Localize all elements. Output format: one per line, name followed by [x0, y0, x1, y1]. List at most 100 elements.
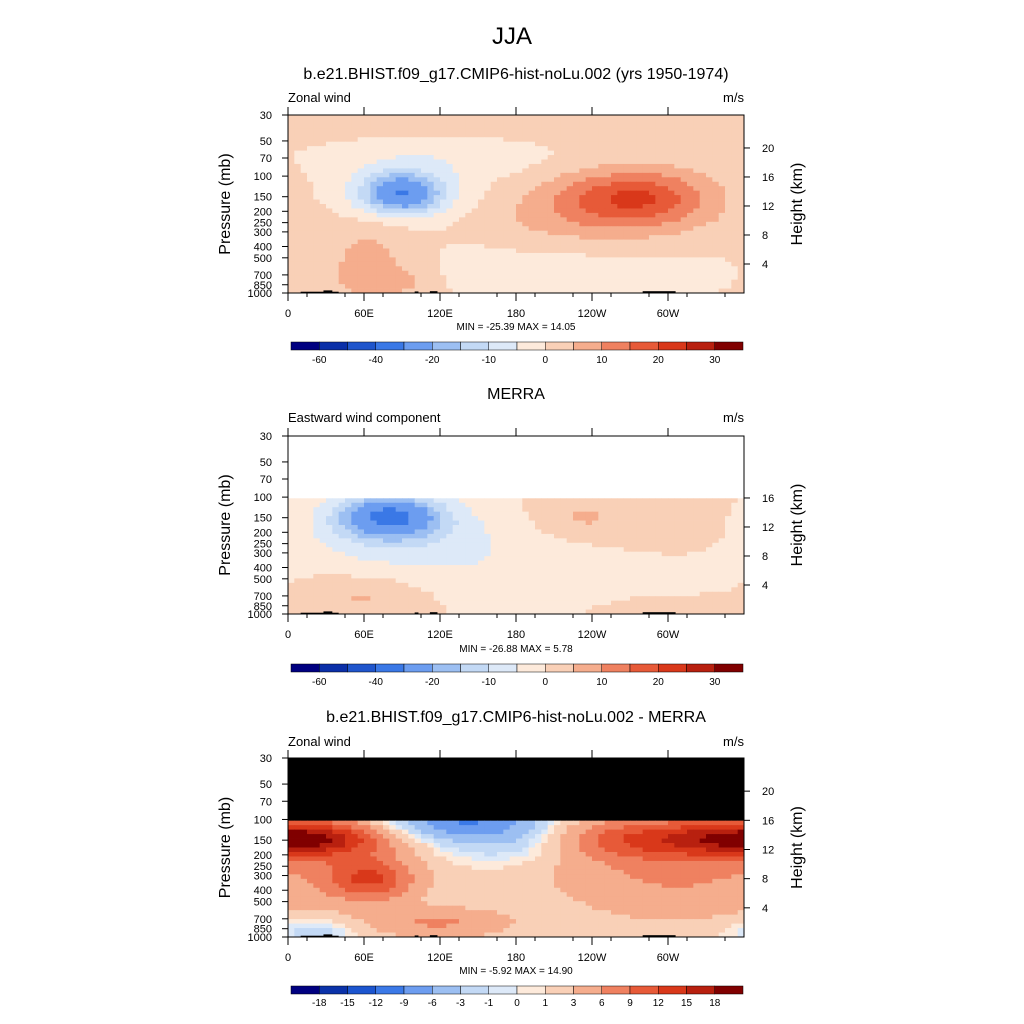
- heat-cell: [389, 163, 397, 169]
- heat-cell: [351, 204, 359, 209]
- heat-cell: [706, 235, 713, 240]
- heat-cell: [522, 458, 530, 464]
- heat-cell: [414, 533, 422, 539]
- heat-cell: [687, 115, 694, 120]
- heat-cell: [655, 529, 663, 535]
- heat-cell: [699, 190, 707, 196]
- heat-cell: [674, 150, 682, 156]
- heat-cell: [541, 270, 549, 276]
- heat-cell: [503, 436, 511, 441]
- heat-cell: [655, 542, 663, 548]
- heat-cell: [699, 444, 707, 450]
- heat-cell: [737, 476, 745, 481]
- heat-cell: [294, 458, 302, 464]
- field-label: Eastward wind component: [288, 410, 441, 425]
- heat-cell: [307, 476, 314, 481]
- heat-cell: [351, 128, 359, 134]
- heat-cell: [674, 489, 682, 495]
- heat-cell: [414, 163, 422, 169]
- heat-cell: [370, 462, 378, 468]
- heat-cell: [446, 453, 454, 459]
- heat-cell: [395, 458, 403, 464]
- heat-cell: [541, 440, 549, 446]
- heat-cell: [592, 115, 599, 120]
- heat-cell: [395, 230, 403, 236]
- heat-cell: [389, 538, 397, 544]
- heat-cell: [585, 288, 593, 294]
- heat-cell: [332, 444, 340, 450]
- heat-cell: [585, 547, 593, 553]
- heat-cell: [535, 115, 542, 120]
- topography: [300, 291, 339, 293]
- heat-cell: [357, 195, 365, 200]
- heat-cell: [364, 252, 371, 258]
- heat-cell: [319, 288, 327, 294]
- heat-cell: [294, 137, 302, 143]
- heat-cell: [585, 146, 593, 151]
- heat-cell: [680, 480, 688, 486]
- heat-cell: [541, 516, 549, 521]
- heat-cell: [351, 484, 359, 490]
- colorbar-box: [573, 341, 602, 351]
- heat-cell: [674, 516, 682, 521]
- heat-cell: [509, 230, 517, 236]
- heat-cell: [655, 489, 663, 495]
- heat-cell: [370, 275, 378, 281]
- heat-cell: [535, 525, 542, 530]
- heat-cell: [433, 284, 441, 289]
- heat-cell: [376, 123, 384, 129]
- heat-cell: [528, 542, 536, 548]
- heat-cell: [402, 217, 409, 223]
- heat-cell: [313, 436, 321, 441]
- heat-cell: [604, 480, 612, 486]
- heat-cell: [579, 484, 587, 490]
- heat-cell: [300, 507, 308, 513]
- heat-cell: [554, 458, 561, 464]
- heat-cell: [345, 252, 352, 258]
- heat-cell: [300, 484, 308, 490]
- heat-cell: [712, 204, 720, 209]
- heat-cell: [573, 199, 580, 205]
- heat-cell: [459, 208, 466, 214]
- heat-cell: [402, 137, 409, 143]
- heat-cell: [693, 208, 701, 214]
- heat-cell: [668, 230, 675, 236]
- heat-cell: [503, 542, 511, 548]
- heat-cell: [402, 284, 409, 289]
- heat-cell: [516, 119, 523, 125]
- heat-cell: [706, 244, 713, 249]
- heat-cell: [357, 123, 365, 129]
- heat-cell: [516, 551, 523, 557]
- heat-cell: [528, 275, 536, 281]
- heat-cell: [389, 489, 397, 495]
- heat-cell: [427, 119, 435, 125]
- heat-cell: [693, 204, 701, 209]
- heat-cell: [497, 551, 504, 557]
- heat-cell: [642, 480, 650, 486]
- heat-cell: [604, 186, 612, 192]
- heat-cell: [376, 547, 384, 553]
- heat-cell: [490, 195, 498, 200]
- heat-cell: [604, 155, 612, 160]
- heat-cell: [598, 462, 606, 468]
- heat-cell: [446, 204, 454, 209]
- heat-cell: [313, 462, 321, 468]
- heat-cell: [294, 440, 302, 446]
- heat-cell: [364, 270, 371, 276]
- heat-cell: [503, 484, 511, 490]
- heat-cell: [357, 177, 365, 183]
- heat-cell: [516, 436, 523, 441]
- heat-cell: [706, 440, 713, 446]
- heat-cell: [383, 525, 390, 530]
- heat-cell: [566, 270, 574, 276]
- heat-cell: [459, 235, 466, 240]
- heat-cell: [300, 239, 308, 245]
- heat-cell: [547, 502, 555, 508]
- heat-cell: [706, 155, 713, 160]
- heat-cell: [547, 119, 555, 125]
- heat-cell: [706, 507, 713, 513]
- heat-cell: [668, 244, 675, 249]
- heat-cell: [307, 235, 314, 240]
- heat-cell: [370, 480, 378, 486]
- heat-cell: [642, 257, 650, 263]
